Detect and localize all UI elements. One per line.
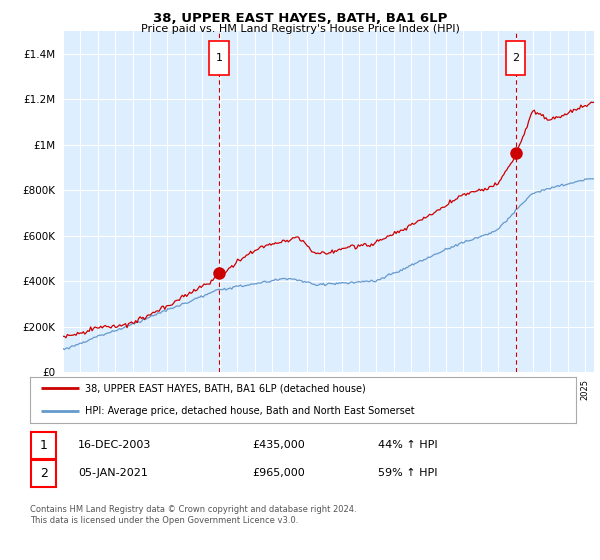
Text: £435,000: £435,000 bbox=[252, 440, 305, 450]
Text: 38, UPPER EAST HAYES, BATH, BA1 6LP (detached house): 38, UPPER EAST HAYES, BATH, BA1 6LP (det… bbox=[85, 384, 365, 393]
Text: 38, UPPER EAST HAYES, BATH, BA1 6LP: 38, UPPER EAST HAYES, BATH, BA1 6LP bbox=[153, 12, 447, 25]
FancyBboxPatch shape bbox=[506, 41, 526, 75]
Text: £965,000: £965,000 bbox=[252, 468, 305, 478]
Text: 05-JAN-2021: 05-JAN-2021 bbox=[78, 468, 148, 478]
Text: 1: 1 bbox=[215, 53, 223, 63]
Text: 2: 2 bbox=[512, 53, 520, 63]
Text: HPI: Average price, detached house, Bath and North East Somerset: HPI: Average price, detached house, Bath… bbox=[85, 407, 414, 416]
Text: 2: 2 bbox=[40, 466, 48, 480]
Text: 59% ↑ HPI: 59% ↑ HPI bbox=[378, 468, 437, 478]
Text: 44% ↑ HPI: 44% ↑ HPI bbox=[378, 440, 437, 450]
Text: Contains HM Land Registry data © Crown copyright and database right 2024.
This d: Contains HM Land Registry data © Crown c… bbox=[30, 505, 356, 525]
Text: 1: 1 bbox=[40, 438, 48, 452]
FancyBboxPatch shape bbox=[209, 41, 229, 75]
Text: Price paid vs. HM Land Registry's House Price Index (HPI): Price paid vs. HM Land Registry's House … bbox=[140, 24, 460, 34]
Text: 16-DEC-2003: 16-DEC-2003 bbox=[78, 440, 151, 450]
